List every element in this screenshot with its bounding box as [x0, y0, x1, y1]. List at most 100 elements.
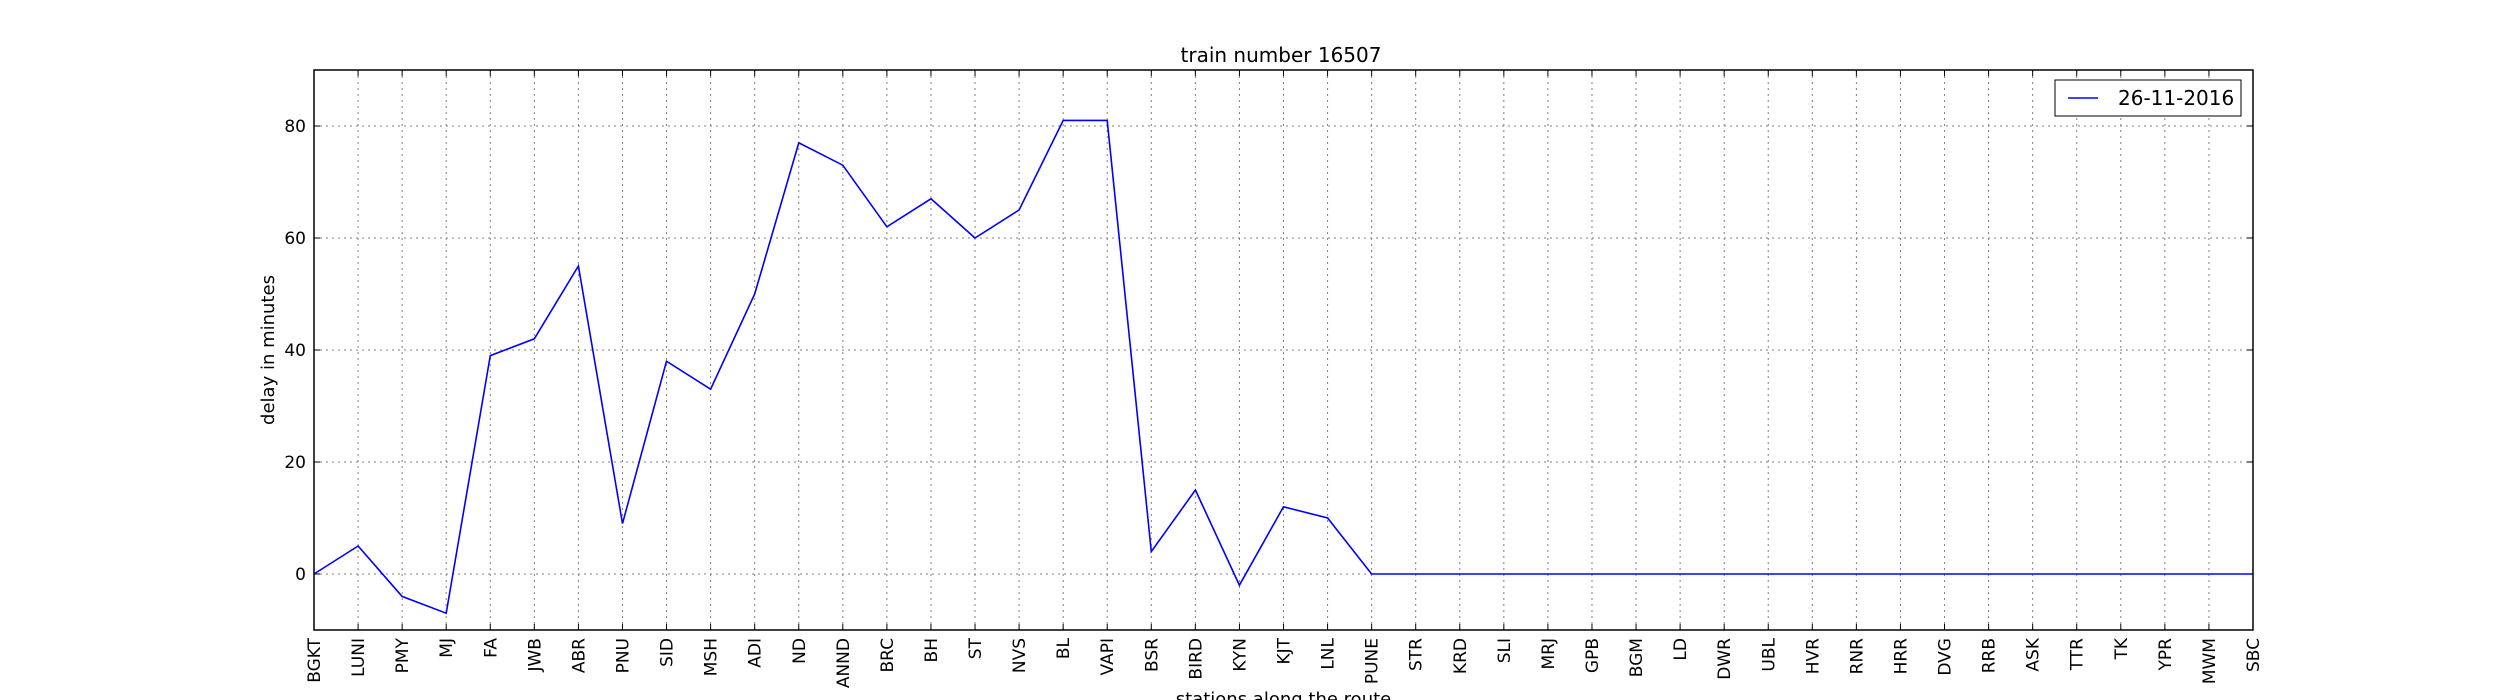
- data-point: [1767, 573, 1770, 576]
- data-point: [1062, 119, 1065, 122]
- data-point: [621, 522, 624, 525]
- x-tick-label: JWB: [525, 638, 545, 673]
- data-point: [1018, 209, 1021, 212]
- data-point: [489, 354, 492, 357]
- x-tick-label: MWM: [2200, 638, 2220, 684]
- x-tick-label: NVS: [1010, 638, 1030, 673]
- x-tick-label: PUNE: [1363, 638, 1383, 684]
- x-tick-label: KRD: [1451, 638, 1471, 674]
- data-point: [709, 388, 712, 391]
- data-point: [1194, 489, 1197, 492]
- x-tick-label: BSR: [1142, 638, 1162, 672]
- data-point: [401, 595, 404, 598]
- x-tick-label: DVG: [1936, 638, 1956, 676]
- data-point: [841, 164, 844, 167]
- series-line: [313, 119, 2253, 615]
- data-point: [445, 612, 448, 615]
- x-tick-label: KJT: [1275, 637, 1295, 664]
- x-tick-label: LUNI: [349, 638, 369, 677]
- x-tick-label: PMY: [393, 637, 413, 673]
- x-tick-label: HVR: [1803, 638, 1823, 674]
- data-point: [1238, 584, 1241, 587]
- data-point: [1943, 573, 1946, 576]
- x-tick-label: UBL: [1759, 637, 1779, 671]
- data-point: [2075, 573, 2078, 576]
- data-point: [753, 293, 756, 296]
- x-tick-label: RNR: [1847, 638, 1867, 675]
- data-point: [885, 225, 888, 228]
- data-point: [577, 265, 580, 268]
- x-tick-label: YPR: [2156, 638, 2176, 672]
- x-axis-label: stations along the route: [1176, 689, 1391, 700]
- plot-frame: [313, 69, 2254, 631]
- data-point: [1987, 573, 1990, 576]
- x-axis-ticks: BGKT LUNI PMY MJ FA JWB ABR PNU SID MSH ADI ND ANND B…: [305, 70, 2264, 688]
- x-tick-label: SBC: [2244, 638, 2264, 672]
- x-tick-label: SID: [658, 638, 678, 667]
- x-tick-label: ABR: [569, 638, 589, 673]
- y-tick-label: 60: [284, 229, 306, 249]
- data-point: [2119, 573, 2122, 576]
- x-tick-label: LNL: [1319, 637, 1339, 669]
- x-tick-label: HRR: [1891, 638, 1911, 675]
- y-axis-label: delay in minutes: [258, 275, 279, 425]
- y-tick-label: 20: [284, 453, 306, 473]
- data-point: [533, 337, 536, 340]
- y-tick-label: 80: [284, 117, 306, 137]
- data-point: [665, 360, 668, 363]
- y-axis-ticks: 0 20 40 60 80: [284, 117, 2253, 585]
- x-tick-label: SLI: [1495, 638, 1515, 663]
- data-point: [1679, 573, 1682, 576]
- x-tick-label: KYN: [1230, 638, 1250, 672]
- x-tick-label: TK: [2112, 637, 2132, 660]
- data-point: [357, 545, 360, 548]
- data-point: [1811, 573, 1814, 576]
- data-point: [1414, 573, 1417, 576]
- x-tick-label: ND: [790, 638, 810, 664]
- y-tick-label: 40: [284, 341, 306, 361]
- x-tick-label: FA: [481, 638, 501, 658]
- x-tick-label: BRC: [878, 638, 898, 673]
- data-point: [1150, 550, 1153, 553]
- x-tick-label: RRB: [1980, 638, 2000, 673]
- x-tick-label: VAPI: [1098, 638, 1118, 675]
- x-tick-label: BIRD: [1186, 638, 1206, 680]
- data-point: [1458, 573, 1461, 576]
- data-point: [1546, 573, 1549, 576]
- x-tick-label: DWR: [1715, 638, 1735, 680]
- x-tick-label: MRJ: [1539, 638, 1559, 670]
- data-point: [2163, 573, 2166, 576]
- x-tick-label: MSH: [702, 638, 722, 676]
- x-tick-label: TTR: [2068, 638, 2088, 671]
- data-point: [1106, 119, 1109, 122]
- data-point: [1635, 573, 1638, 576]
- data-point: [2031, 573, 2034, 576]
- x-tick-label: BL: [1054, 637, 1074, 659]
- data-point: [974, 237, 977, 240]
- data-point: [929, 197, 932, 200]
- x-tick-label: ASK: [2024, 637, 2044, 671]
- data-point: [797, 141, 800, 144]
- x-tick-label: BH: [922, 638, 942, 662]
- data-point: [1502, 573, 1505, 576]
- x-tick-label: MJ: [437, 638, 457, 658]
- data-point: [1590, 573, 1593, 576]
- data-point: [2207, 573, 2210, 576]
- data-point: [1282, 505, 1285, 508]
- legend-entry: 26-11-2016: [2118, 86, 2234, 110]
- data-point: [1370, 573, 1373, 576]
- x-tick-label: BGM: [1627, 638, 1647, 677]
- x-tick-label: ST: [966, 637, 986, 659]
- x-tick-label: PNU: [613, 638, 633, 673]
- data-point: [1899, 573, 1902, 576]
- x-tick-label: LD: [1671, 638, 1691, 661]
- gridlines: [314, 70, 2253, 630]
- chart-title: train number 16507: [1181, 43, 1382, 67]
- x-tick-label: STR: [1407, 638, 1427, 671]
- legend: 26-11-2016: [2054, 79, 2242, 117]
- x-tick-label: BGKT: [305, 637, 325, 682]
- data-point: [1326, 517, 1329, 520]
- x-tick-label: ADI: [746, 638, 766, 668]
- x-tick-label: GPB: [1583, 638, 1603, 673]
